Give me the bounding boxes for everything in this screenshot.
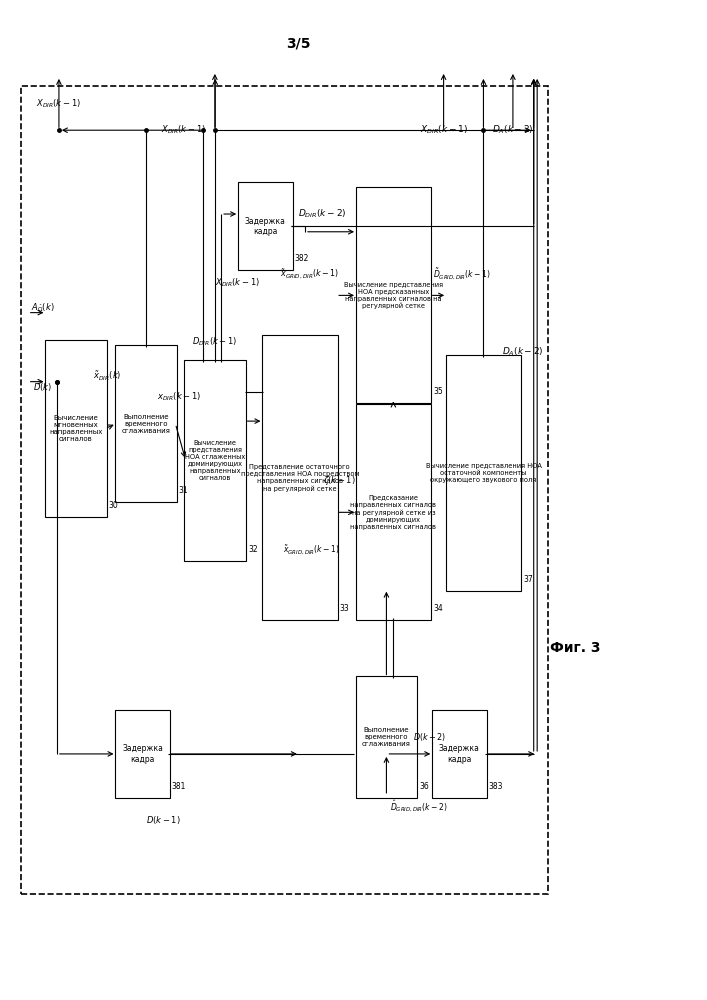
- FancyBboxPatch shape: [45, 340, 107, 517]
- Text: $D(k-2)$: $D(k-2)$: [413, 731, 446, 743]
- Text: $X_{DIR}(k-1)$: $X_{DIR}(k-1)$: [37, 98, 81, 110]
- Text: Представление остаточного
представления НОА посредством
направленных сигналов
на: Представление остаточного представления …: [240, 464, 359, 492]
- Text: $D_A(k-2)$: $D_A(k-2)$: [492, 124, 534, 136]
- Text: $D_A(k-2)$: $D_A(k-2)$: [503, 346, 544, 358]
- Text: 30: 30: [109, 501, 119, 510]
- Text: $A_{\hat{\Omega}}(k)$: $A_{\hat{\Omega}}(k)$: [31, 301, 54, 314]
- Text: Выполнение
временного
сглаживания: Выполнение временного сглаживания: [122, 414, 170, 434]
- Text: 31: 31: [179, 486, 189, 495]
- Text: 32: 32: [248, 545, 258, 554]
- FancyBboxPatch shape: [185, 360, 246, 561]
- FancyBboxPatch shape: [262, 335, 337, 620]
- Text: 36: 36: [419, 782, 429, 791]
- Text: Задержка
кадра: Задержка кадра: [245, 217, 286, 236]
- Text: Задержка
кадра: Задержка кадра: [122, 744, 163, 764]
- Text: $X_{DIR}(k-1)$: $X_{DIR}(k-1)$: [161, 124, 206, 136]
- FancyBboxPatch shape: [356, 676, 417, 798]
- Text: Предсказание
направленных сигналов
на регулярной сетке из
доминирующих
направлен: Предсказание направленных сигналов на ре…: [351, 495, 436, 530]
- FancyBboxPatch shape: [432, 710, 486, 798]
- Text: $X_{DIR}(k-1)$: $X_{DIR}(k-1)$: [215, 277, 259, 289]
- FancyBboxPatch shape: [115, 345, 177, 502]
- Text: Вычисление
представления
НОА сглаженных
доминирующих
направленных
сигналов: Вычисление представления НОА сглаженных …: [185, 440, 245, 481]
- Text: 381: 381: [172, 782, 186, 791]
- Text: $\tilde{x}_{DIR}(k)$: $\tilde{x}_{DIR}(k)$: [93, 370, 122, 383]
- Text: 37: 37: [523, 575, 533, 584]
- FancyBboxPatch shape: [445, 355, 521, 591]
- Text: 383: 383: [489, 782, 503, 791]
- Text: 35: 35: [433, 387, 443, 396]
- Text: Выполнение
временного
сглаживания: Выполнение временного сглаживания: [362, 727, 411, 747]
- Text: $\tilde{D}_{GRID,DIR}(k-1)$: $\tilde{D}_{GRID,DIR}(k-1)$: [433, 266, 491, 281]
- Text: $\hat{D}_{GRID,DIR}(k-2)$: $\hat{D}_{GRID,DIR}(k-2)$: [390, 798, 448, 814]
- Text: $D_{DIR}(k-1)$: $D_{DIR}(k-1)$: [192, 336, 238, 348]
- Text: 34: 34: [433, 604, 443, 613]
- Text: $D_{DIR}(k-2)$: $D_{DIR}(k-2)$: [298, 208, 346, 220]
- Text: 382: 382: [295, 254, 309, 263]
- Text: $X_{DIR}(k-1)$: $X_{DIR}(k-1)$: [419, 124, 467, 136]
- Text: $D(k)$: $D(k)$: [33, 381, 52, 393]
- Text: $\tilde{x}_{GRID,DIR}(k-1)$: $\tilde{x}_{GRID,DIR}(k-1)$: [281, 267, 339, 280]
- Text: Вычисление
мгновенных
направленных
сигналов: Вычисление мгновенных направленных сигна…: [49, 415, 103, 442]
- Text: $x_{DIR}(k-1)$: $x_{DIR}(k-1)$: [157, 390, 201, 403]
- Text: 33: 33: [339, 604, 349, 613]
- Text: Фиг. 3: Фиг. 3: [550, 641, 600, 655]
- FancyBboxPatch shape: [356, 404, 431, 620]
- FancyBboxPatch shape: [356, 187, 431, 403]
- Text: Вычисление представления НОА
остаточной компоненты
окружающего звукового поля: Вычисление представления НОА остаточной …: [426, 463, 542, 483]
- Text: $\zeta(k-1)$: $\zeta(k-1)$: [323, 474, 356, 487]
- Text: $D(k-1)$: $D(k-1)$: [146, 814, 180, 826]
- FancyBboxPatch shape: [115, 710, 170, 798]
- Text: Задержка
кадра: Задержка кадра: [439, 744, 479, 764]
- FancyBboxPatch shape: [238, 182, 293, 270]
- Text: 3/5: 3/5: [286, 37, 310, 51]
- Text: Вычисление представления
НОА предсказанных
направленных сигналов на
регулярной с: Вычисление представления НОА предсказанн…: [344, 282, 443, 309]
- Text: $\tilde{x}_{GRID,DIR}(k-1)$: $\tilde{x}_{GRID,DIR}(k-1)$: [283, 543, 339, 556]
